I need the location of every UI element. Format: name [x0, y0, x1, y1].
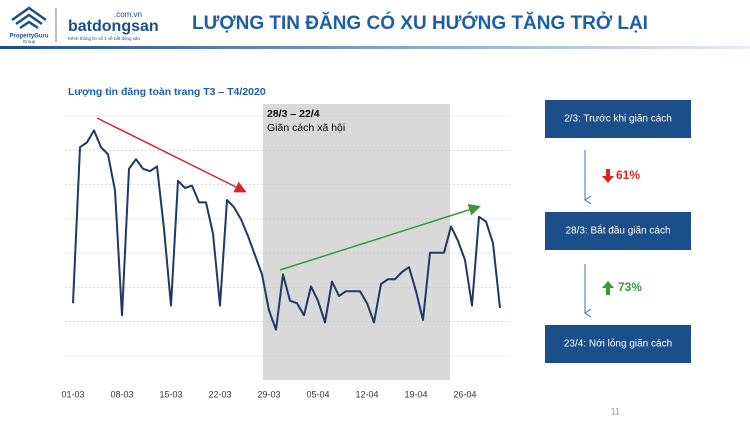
x-tick-label: 01-03 [61, 389, 84, 399]
x-tick-label: 29-03 [257, 389, 280, 399]
x-tick-label: 19-04 [404, 389, 427, 399]
x-tick-label: 05-04 [306, 389, 329, 399]
page-number: 11 [611, 406, 620, 416]
shaded-period [263, 104, 450, 380]
slide-title: LƯỢNG TIN ĐĂNG CÓ XU HƯỚNG TĂNG TRỞ LẠI [192, 12, 648, 34]
change-value: 73% [618, 280, 642, 294]
x-tick-label: 15-03 [159, 389, 182, 399]
logo-site: batdongsan [68, 18, 159, 35]
x-tick-label: 08-03 [110, 389, 133, 399]
step-box [545, 325, 691, 363]
logo-brand: PropertyGuru [9, 34, 48, 40]
period-note: Giãn cách xã hội [267, 122, 345, 134]
step-label: 23/4: Nới lỏng giãn cách [564, 338, 672, 350]
logo-domain: .com.vn [114, 10, 142, 19]
chart-title: Lượng tin đăng toàn trang T3 – T4/2020 [68, 86, 266, 98]
up-icon [602, 281, 614, 295]
change-value: 61% [616, 168, 640, 182]
plot: 01-03 08-03 15-03 22-03 29-03 05-04 12-04 19-04… [61, 115, 510, 399]
trend-down-arrow [96, 117, 247, 193]
down-icon [602, 169, 614, 183]
step-box [545, 212, 691, 250]
step-label: 28/3: Bắt đầu giãn cách [565, 224, 670, 237]
logo-tagline: Kênh thông tin số 1 về bất động sản [68, 36, 141, 41]
logo-icon [11, 6, 47, 30]
x-tick-label: 12-04 [355, 389, 378, 399]
data-line [72, 129, 501, 331]
header-rule [0, 46, 750, 49]
header [0, 0, 750, 46]
x-tick-label: 22-03 [208, 389, 231, 399]
trend-up-arrow [279, 204, 481, 271]
step-box [545, 100, 691, 138]
period-label: 28/3 – 22/4 [267, 108, 320, 120]
logo-group: Group [23, 39, 36, 44]
step-label: 2/3: Trước khi giãn cách [564, 114, 672, 125]
x-tick-label: 26-04 [453, 389, 476, 399]
